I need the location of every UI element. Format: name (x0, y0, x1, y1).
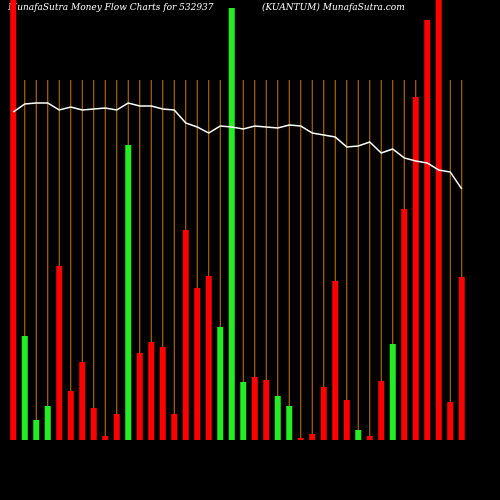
bar (44, 406, 51, 440)
bar (251, 377, 258, 440)
bar (263, 380, 270, 440)
bar (424, 20, 431, 440)
bar (33, 420, 40, 440)
bar (297, 438, 304, 440)
bar (389, 344, 396, 440)
bar (332, 281, 339, 440)
bar (435, 0, 442, 440)
chart-title: MunafaSutra Money Flow Charts for 532937 (7, 3, 214, 13)
bar (205, 276, 212, 440)
bar (56, 266, 63, 440)
bar (228, 8, 235, 440)
bar (136, 353, 143, 440)
bar (458, 277, 465, 440)
bar (240, 382, 247, 440)
bar (194, 288, 201, 440)
bar (79, 362, 86, 440)
bar (447, 402, 454, 440)
bar (171, 414, 178, 440)
bar (286, 406, 293, 440)
bar (343, 400, 350, 440)
bar (21, 336, 28, 440)
bar (10, 0, 17, 440)
bar (217, 327, 224, 440)
bar (378, 381, 385, 440)
chart-subtitle: (KUANTUM) MunafaSutra.com (262, 2, 405, 13)
bar (113, 414, 120, 440)
bar (182, 230, 189, 440)
bar (366, 436, 373, 440)
bar (309, 434, 316, 440)
money-flow-line (12, 102, 463, 190)
bar (159, 347, 166, 440)
bar (90, 408, 97, 440)
bar (148, 342, 155, 440)
bar (320, 387, 327, 440)
bar (274, 396, 281, 440)
bar (67, 391, 74, 440)
bar (125, 145, 132, 440)
bar (401, 209, 408, 440)
bar (102, 436, 109, 440)
bar (355, 430, 362, 440)
bar (412, 97, 419, 440)
